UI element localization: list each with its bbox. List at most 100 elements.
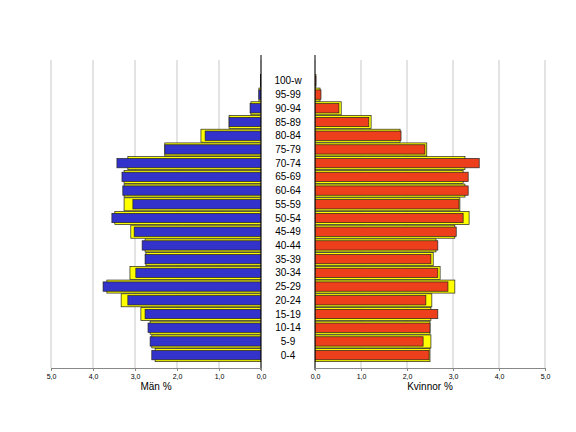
panel: 0,01,02,03,04,05,0Kvinnor % [311, 55, 551, 392]
category-label: 45-49 [275, 226, 301, 237]
bar [229, 115, 261, 128]
tick-mark [545, 368, 546, 371]
category-label: 85-89 [275, 117, 301, 128]
category-label: 40-44 [275, 240, 301, 251]
grid-line [51, 60, 52, 368]
bar [315, 282, 448, 291]
bar [150, 337, 261, 346]
category-label: 30-34 [275, 267, 301, 278]
bar [121, 294, 261, 307]
zero-line [261, 55, 262, 370]
bar [315, 104, 339, 113]
tick-mark [219, 368, 220, 371]
bar [250, 104, 261, 113]
tick: 4,0 [89, 368, 99, 380]
tick-label: 4,0 [495, 373, 505, 380]
series [107, 74, 261, 361]
grid [51, 60, 261, 368]
tick-mark [177, 368, 178, 371]
bar [229, 117, 261, 126]
tick: 5,0 [47, 368, 57, 380]
bar [315, 131, 401, 140]
chart: 5,04,03,02,01,00,0Män %0,01,02,03,04,05,… [0, 0, 576, 432]
bar [165, 143, 261, 156]
category-label: 25-29 [275, 281, 301, 292]
category-label: 65-69 [275, 171, 301, 182]
category-label: 50-54 [275, 213, 301, 224]
bar [315, 90, 321, 99]
tick-label: 0,0 [311, 373, 321, 380]
tick-mark [407, 368, 408, 371]
bar [315, 145, 425, 154]
series [315, 74, 469, 361]
bar [148, 323, 261, 332]
tick: 2,0 [173, 368, 183, 380]
zero-line [315, 55, 316, 370]
category-label: 60-64 [275, 185, 301, 196]
bar [315, 198, 460, 211]
bar [142, 241, 261, 250]
tick-mark [499, 368, 500, 371]
bar [315, 186, 468, 195]
bar [315, 253, 433, 266]
bar [315, 254, 431, 263]
bar [112, 213, 261, 222]
category-label: 20-24 [275, 295, 301, 306]
bar [141, 307, 261, 320]
bar [315, 143, 427, 156]
bar [315, 200, 459, 209]
category-label: 100-w [274, 75, 302, 86]
axis-line [52, 368, 262, 369]
tick-label: 5,0 [541, 373, 551, 380]
bar [315, 294, 432, 307]
tick-label: 2,0 [403, 373, 413, 380]
bar [205, 131, 261, 140]
category-label: 95-99 [275, 89, 301, 100]
bar [315, 350, 429, 359]
tick-mark [261, 368, 262, 371]
bar [122, 172, 261, 181]
category-label: 35-39 [275, 254, 301, 265]
tick-label: 1,0 [357, 373, 367, 380]
bar [315, 158, 479, 167]
panel: 5,04,03,02,01,00,0Män % [47, 55, 267, 392]
bar [315, 227, 456, 236]
bar [315, 266, 440, 279]
category-label: 15-19 [275, 309, 301, 320]
category-labels: 0-45-910-1415-1920-2425-2930-3435-3940-4… [274, 75, 302, 360]
tick-label: 3,0 [131, 373, 141, 380]
tick-mark [361, 368, 362, 371]
bar [315, 129, 400, 142]
bar [201, 129, 261, 142]
tick-mark [453, 368, 454, 371]
bar [315, 117, 369, 126]
category-label: 70-74 [275, 158, 301, 169]
bar [315, 323, 430, 332]
tick-mark [93, 368, 94, 371]
bar [131, 225, 261, 238]
bar [315, 102, 341, 115]
tick-label: 4,0 [89, 373, 99, 380]
bar [145, 309, 261, 318]
series [315, 76, 479, 360]
grid-line [545, 60, 546, 368]
bar [315, 268, 438, 277]
grid [315, 60, 545, 368]
bar [124, 198, 261, 211]
x-axis: 5,04,03,02,01,00,0 [47, 368, 267, 380]
category-label: 0-4 [281, 350, 296, 361]
category-label: 5-9 [281, 336, 296, 347]
x-axis: 0,01,02,03,04,05,0 [311, 368, 551, 380]
series [103, 76, 261, 360]
axis-line [316, 368, 546, 369]
tick: 1,0 [357, 368, 367, 380]
bar [133, 200, 261, 209]
bars [315, 74, 479, 361]
bar [315, 335, 431, 348]
bar [145, 254, 261, 263]
category-label: 80-84 [275, 130, 301, 141]
tick-label: 1,0 [215, 373, 225, 380]
bar [315, 88, 320, 101]
bar [315, 296, 426, 305]
tick-mark [135, 368, 136, 371]
